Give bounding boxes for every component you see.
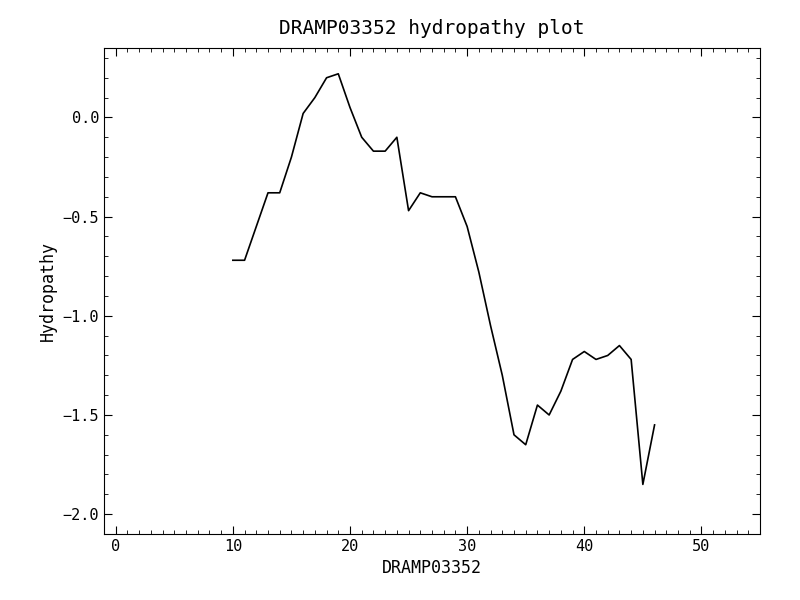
Title: DRAMP03352 hydropathy plot: DRAMP03352 hydropathy plot (279, 19, 585, 38)
X-axis label: DRAMP03352: DRAMP03352 (382, 559, 482, 577)
Y-axis label: Hydropathy: Hydropathy (39, 241, 57, 341)
